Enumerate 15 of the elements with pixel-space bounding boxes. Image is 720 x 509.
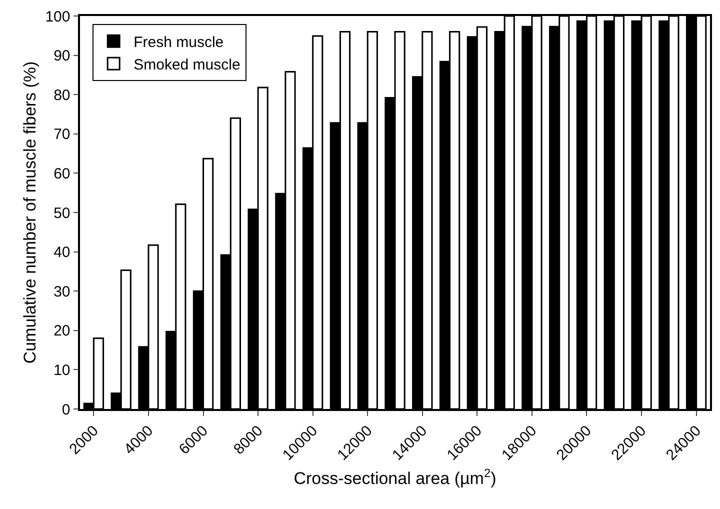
legend-label: Smoked muscle	[134, 56, 240, 74]
y-tick-label: 80	[54, 86, 70, 104]
y-tick-label: 60	[54, 165, 70, 182]
y-tick-label: 0	[62, 401, 70, 418]
y-tick-label: 20	[54, 322, 70, 340]
x-axis-title: Cross-sectional area (µm$^{2}$)	[294, 466, 496, 488]
y-tick-label: 30	[54, 283, 70, 300]
y-tick-label: 50	[54, 204, 70, 222]
legend-label: Fresh muscle	[134, 34, 224, 51]
y-axis-title: Cumulative number of muscle fibers (%)	[20, 61, 40, 364]
y-tick-label: 70	[54, 126, 70, 144]
y-tick-label: 10	[54, 362, 70, 379]
y-tick-label: 40	[54, 244, 70, 262]
y-tick-label: 100	[45, 8, 70, 26]
y-tick-label: 90	[54, 48, 70, 65]
